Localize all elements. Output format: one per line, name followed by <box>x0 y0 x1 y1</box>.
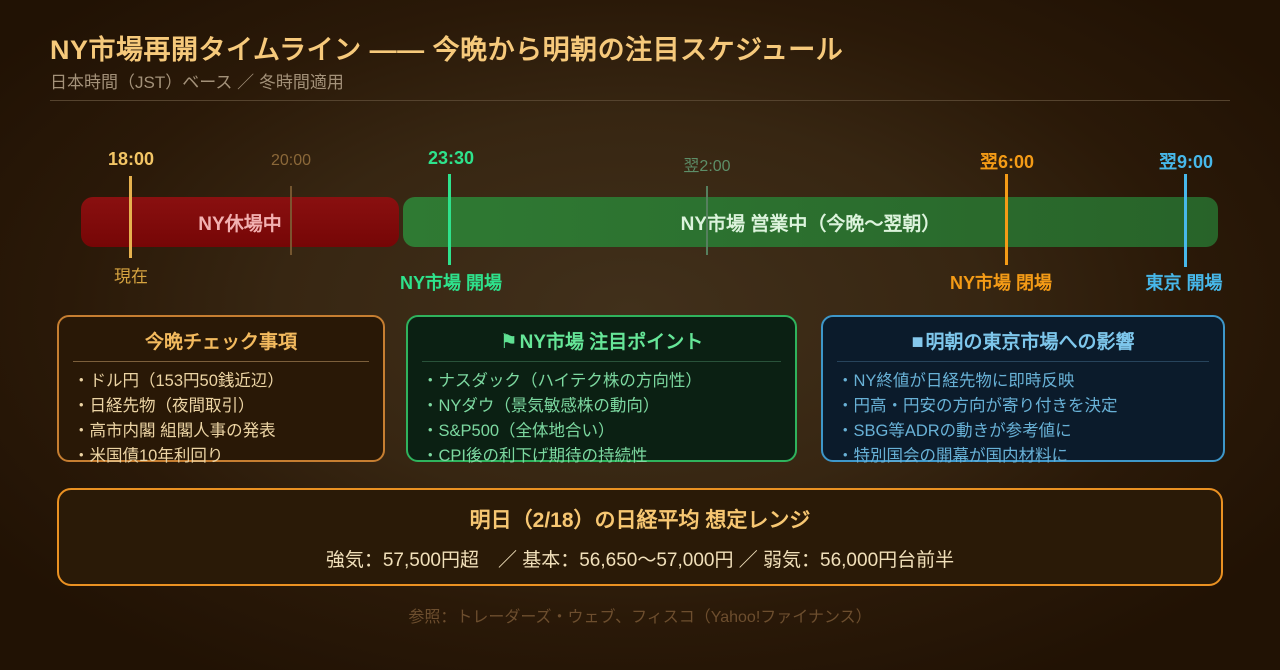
marker-time-2330: 23:30 <box>427 148 475 168</box>
us-flag-icon: ⚑ <box>499 331 518 353</box>
list-item: ・米国債10年利回り <box>73 447 224 465</box>
marker-tick-2000 <box>290 186 292 255</box>
marker-below-now: 現在 <box>114 267 148 286</box>
range-card-title: 明日（2/18）の日経平均 想定レンジ <box>469 509 811 532</box>
header-divider <box>50 100 1230 101</box>
list-item: ・S&P500（全体地合い） <box>422 422 615 440</box>
list-item: ・ドル円（153円50銭近辺） <box>73 372 284 390</box>
list-item: ・特別国会の開幕が国内材料に <box>837 447 1068 465</box>
list-item: ・円高・円安の方向が寄り付きを決定 <box>837 397 1118 415</box>
marker-time-1800: 18:00 <box>107 149 155 169</box>
list-item: ・高市内閣 組閣人事の発表 <box>73 422 276 440</box>
ny-open-bar-label: NY市場 営業中（今晩〜翌朝） <box>680 213 941 235</box>
list-item: ・NYダウ（景気敏感株の動向） <box>422 397 660 415</box>
marker-time-0200: 翌2:00 <box>683 158 731 175</box>
marker-tick-0900 <box>1184 174 1187 267</box>
list-item: ・SBG等ADRの動きが参考値に <box>837 422 1072 440</box>
ny-closed-bar: NY休場中 <box>81 197 399 247</box>
card-ny-focus-items: ・ナスダック（ハイテク株の方向性） ・NYダウ（景気敏感株の動向） ・S&P50… <box>422 369 781 469</box>
marker-time-0900: 翌9:00 <box>1158 152 1214 172</box>
range-card-values: 強気：57,500円超 ／ 基本：56,650〜57,000円 ／ 弱気：56,… <box>325 550 955 571</box>
card-tokyo-impact: ■ 明朝の東京市場への影響 ・NY終値が日経先物に即時反映 ・円高・円安の方向が寄… <box>821 315 1225 465</box>
card-tokyo-impact-items: ・NY終値が日経先物に即時反映 ・円高・円安の方向が寄り付きを決定 ・SBG等A… <box>837 369 1209 469</box>
marker-below-tokyo-open: 東京 開場 <box>1145 273 1223 293</box>
card-tonight-checklist: 今晩チェック事項 ・ドル円（153円50銭近辺） ・日経先物（夜間取引） ・高市… <box>57 315 385 465</box>
card-tokyo-impact-title-text: 明朝の東京市場への影響 <box>925 332 1135 353</box>
marker-tick-2330 <box>448 174 451 265</box>
marker-below-ny-close: NY市場 閉場 <box>949 273 1053 293</box>
nikkei-range-card: 明日（2/18）の日経平均 想定レンジ 強気：57,500円超 ／ 基本：56,… <box>57 488 1223 586</box>
card-tonight-title: 今晩チェック事項 <box>73 324 369 362</box>
footer-source: 参照：トレーダーズ・ウェブ、フィスコ（Yahoo!ファイナンス） <box>408 609 872 626</box>
list-item: ・ナスダック（ハイテク株の方向性） <box>422 372 702 390</box>
card-ny-focus-title-text: NY市場 注目ポイント <box>519 332 704 353</box>
card-tokyo-impact-title: ■ 明朝の東京市場への影響 <box>837 324 1209 362</box>
marker-tick-0200 <box>706 186 708 255</box>
page-subtitle: 日本時間（JST）ベース ／ 冬時間適用 <box>50 73 344 92</box>
ny-closed-bar-label: NY休場中 <box>198 213 282 235</box>
card-ny-focus: ⚑ NY市場 注目ポイント ・ナスダック（ハイテク株の方向性） ・NYダウ（景気敏… <box>406 315 797 465</box>
card-tonight-items: ・ドル円（153円50銭近辺） ・日経先物（夜間取引） ・高市内閣 組閣人事の発… <box>73 369 369 469</box>
list-item: ・CPI後の利下げ期待の持続性 <box>422 447 648 465</box>
card-ny-focus-title: ⚑ NY市場 注目ポイント <box>422 324 781 362</box>
marker-time-2000: 20:00 <box>270 152 312 169</box>
list-item: ・NY終値が日経先物に即時反映 <box>837 372 1075 390</box>
marker-time-0600: 翌6:00 <box>979 152 1035 172</box>
ny-open-bar: NY市場 営業中（今晩〜翌朝） <box>403 197 1218 247</box>
blue-square-icon: ■ <box>911 331 924 353</box>
list-item: ・日経先物（夜間取引） <box>73 397 255 415</box>
marker-below-ny-open: NY市場 開場 <box>399 273 503 293</box>
page-title: NY市場再開タイムライン —— 今晩から明朝の注目スケジュール <box>50 35 844 65</box>
marker-tick-1800 <box>129 176 132 258</box>
marker-tick-0600 <box>1005 174 1008 265</box>
